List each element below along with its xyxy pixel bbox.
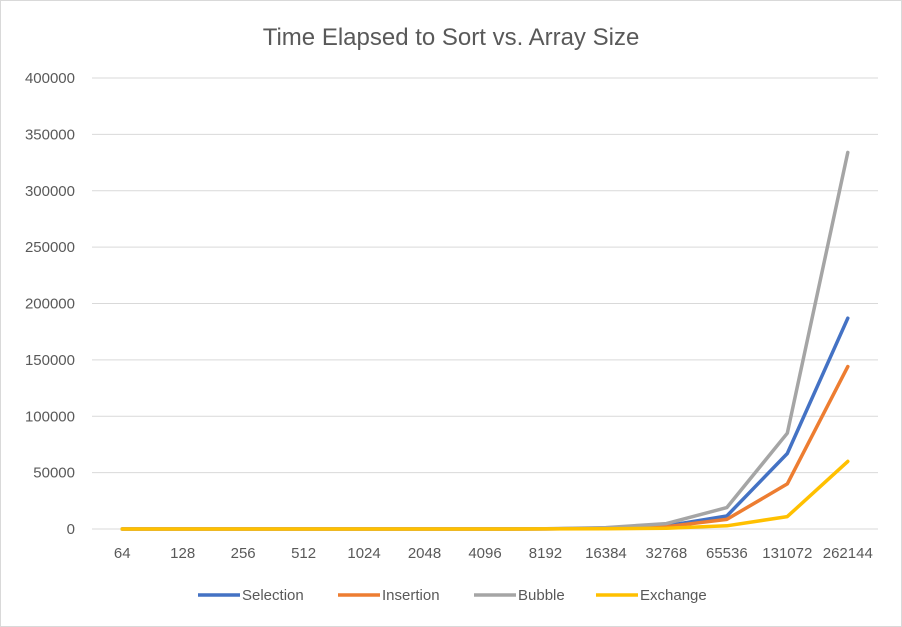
x-tick-label: 8192 — [529, 545, 562, 562]
x-tick-label: 1024 — [347, 545, 380, 562]
series-lines — [120, 150, 850, 531]
y-axis-ticks: 0 50000 100000 150000 200000 250000 300000 3500… — [25, 70, 75, 538]
y-tick-label: 100000 — [25, 408, 75, 425]
x-axis-ticks: 64 128 256 512 1024 2048 4096 8192 16384 32768 655… — [114, 545, 873, 562]
legend-label-selection: Selection — [242, 587, 304, 604]
x-tick-label: 262144 — [823, 545, 873, 562]
x-tick-label: 128 — [170, 545, 195, 562]
chart-title: Time Elapsed to Sort vs. Array Size — [263, 24, 640, 51]
y-tick-label: 300000 — [25, 183, 75, 200]
series-line-selection — [120, 316, 850, 531]
y-tick-label: 250000 — [25, 239, 75, 256]
y-tick-label: 0 — [67, 521, 75, 538]
x-tick-label: 4096 — [468, 545, 501, 562]
x-tick-label: 131072 — [762, 545, 812, 562]
x-tick-label: 65536 — [706, 545, 748, 562]
y-tick-label: 400000 — [25, 70, 75, 87]
x-tick-label: 32768 — [646, 545, 688, 562]
x-tick-label: 2048 — [408, 545, 441, 562]
x-tick-label: 16384 — [585, 545, 627, 562]
y-tick-label: 50000 — [33, 465, 75, 482]
y-tick-label: 350000 — [25, 126, 75, 143]
x-tick-label: 512 — [291, 545, 316, 562]
series-line-exchange — [120, 459, 850, 531]
y-tick-label: 200000 — [25, 296, 75, 313]
legend-label-bubble: Bubble — [518, 587, 565, 604]
y-tick-label: 150000 — [25, 352, 75, 369]
x-tick-label: 256 — [231, 545, 256, 562]
gridlines — [92, 77, 878, 530]
x-tick-label: 64 — [114, 545, 131, 562]
legend-label-insertion: Insertion — [382, 587, 440, 604]
legend-label-exchange: Exchange — [640, 587, 707, 604]
legend: Selection Insertion Bubble Exchange — [198, 587, 707, 604]
